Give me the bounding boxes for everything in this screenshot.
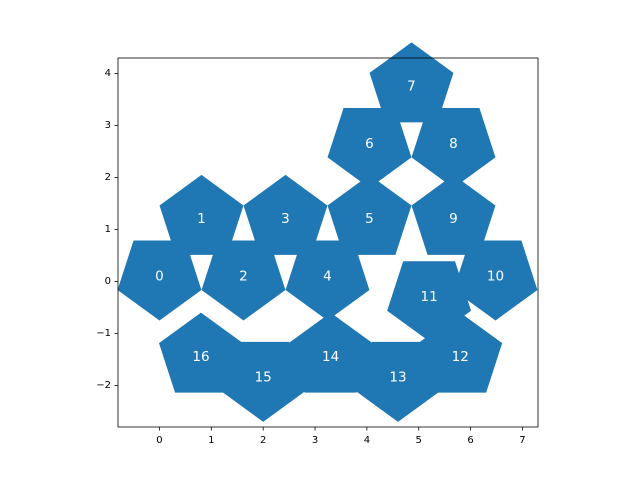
axes-frame [117,57,539,428]
pentagon-label-15: 15 [255,370,272,386]
x-tick-label-0: 0 [156,435,162,446]
pentagon-label-2: 2 [239,268,248,284]
pentagons-layer [117,42,538,422]
y-tick-label-2: 2 [105,172,111,183]
pentagon-label-4: 4 [323,268,332,284]
pentagon-8 [411,107,496,188]
pentagon-label-16: 16 [192,349,209,365]
pentagon-4 [285,240,370,321]
x-tick-label-7: 7 [519,435,525,446]
pentagon-label-8: 8 [449,136,458,152]
pentagon-14 [288,312,373,393]
x-tick-label-4: 4 [364,435,370,446]
pentagon-label-0: 0 [155,268,164,284]
pentagon-label-12: 12 [452,349,469,365]
y-axis: −2 −1 0 1 2 3 4 [96,68,118,391]
pentagon-label-14: 14 [322,349,339,365]
x-axis: 0 1 2 3 4 5 6 7 [156,427,526,446]
y-tick-label-3: 3 [105,120,111,131]
pentagon-label-1: 1 [197,211,206,227]
pentagon-label-10: 10 [487,268,504,284]
pentagon-7 [369,42,454,123]
pentagon-label-3: 3 [281,211,290,227]
y-tick-label--2: −2 [96,380,111,391]
pentagon-12 [418,312,503,393]
pentagon-9 [411,174,496,255]
x-tick-label-3: 3 [312,435,318,446]
pentagon-label-6: 6 [365,136,374,152]
pentagon-13 [356,341,440,422]
x-tick-label-2: 2 [260,435,266,446]
y-tick-label-0: 0 [105,276,111,287]
pentagon-label-13: 13 [389,370,406,386]
pentagon-label-11: 11 [421,289,438,305]
y-tick-label--1: −1 [96,328,111,339]
pentagon-label-7: 7 [407,79,416,95]
pentagon-2 [201,240,286,321]
pentagon-16 [159,312,243,393]
x-tick-label-1: 1 [208,435,214,446]
y-tick-label-1: 1 [105,224,111,235]
pentagon-label-9: 9 [449,211,458,227]
pentagon-5 [327,174,412,255]
pentagon-3 [243,174,328,255]
pentagon-15 [221,341,306,422]
pentagon-label-5: 5 [365,211,374,227]
pentagon-0 [117,240,202,321]
pentagon-6 [327,107,412,188]
x-tick-label-5: 5 [416,435,422,446]
x-tick-label-6: 6 [467,435,473,446]
y-tick-label-4: 4 [105,68,111,79]
pentagon-1 [159,174,244,255]
pentagon-10 [453,240,538,321]
